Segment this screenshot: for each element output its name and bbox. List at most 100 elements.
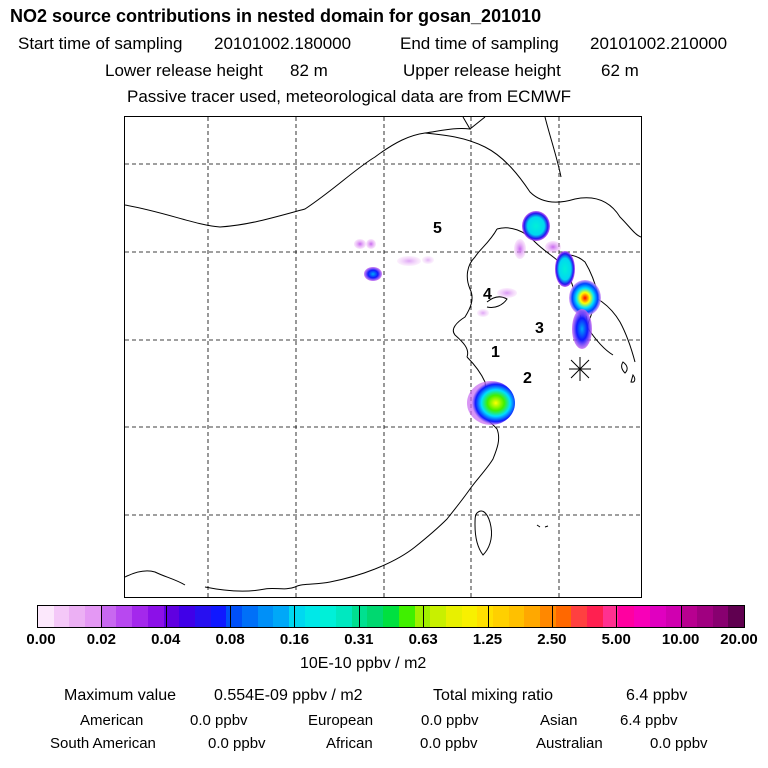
colorbar-swatch	[665, 606, 682, 627]
colorbar-swatch	[147, 606, 164, 627]
colorbar-swatch	[69, 606, 86, 627]
colorbar-swatch	[85, 606, 101, 627]
lat-lon-grid	[125, 117, 641, 597]
colorbar-swatch	[336, 606, 352, 627]
colorbar-swatch	[461, 606, 478, 627]
region-label-1: 1	[491, 344, 500, 361]
asian-label: Asian	[540, 712, 578, 729]
plot-title: NO2 source contributions in nested domai…	[10, 6, 542, 26]
coastlines	[125, 117, 641, 592]
concentration-plumes	[354, 211, 601, 425]
african-label: African	[326, 735, 373, 752]
colorbar-swatch	[116, 606, 133, 627]
asterisk-icon	[569, 357, 591, 381]
colorbar-swatch	[649, 606, 666, 627]
colorbar-swatch	[587, 606, 603, 627]
colorbar-swatch	[163, 606, 180, 627]
american-label: American	[80, 712, 144, 729]
colorbar-swatch	[226, 606, 242, 627]
colorbar-tick-label: 0.16	[279, 631, 310, 648]
colorbar-tick-label: 0.04	[151, 631, 181, 648]
colorbar-swatch	[383, 606, 399, 627]
start-time-value: 20101002.180000	[214, 34, 352, 53]
lower-release-label: Lower release height	[105, 61, 263, 80]
colorbar-swatch	[179, 606, 195, 627]
colorbar-tick-label: 0.63	[408, 631, 438, 648]
colorbar-swatch	[257, 606, 274, 627]
model-note: Passive tracer used, meteorological data…	[127, 87, 572, 106]
colorbar-swatch	[194, 606, 211, 627]
colorbar-divider	[358, 605, 360, 628]
colorbar-swatch	[320, 606, 337, 627]
colorbar	[37, 605, 745, 628]
total-mixing-label: Total mixing ratio	[433, 687, 554, 704]
colorbar-tick-label: 1.25	[472, 631, 503, 648]
colorbar-swatch	[540, 606, 556, 627]
colorbar-swatch	[100, 606, 117, 627]
colorbar-divider	[423, 605, 425, 628]
max-value: 0.554E-09 ppbv / m2	[214, 687, 363, 704]
colorbar-swatch	[414, 606, 431, 627]
colorbar-swatch	[430, 606, 446, 627]
european-value: 0.0 ppbv	[421, 712, 479, 729]
colorbar-swatch	[634, 606, 650, 627]
region-label-4: 4	[483, 286, 492, 303]
colorbar-swatch	[681, 606, 697, 627]
colorbar-tick-label: 20.00	[720, 631, 758, 648]
region-label-5: 5	[433, 220, 442, 237]
colorbar-swatch	[602, 606, 619, 627]
colorbar-swatch	[696, 606, 713, 627]
colorbar-tick-label: 2.50	[537, 631, 567, 648]
australian-label: Australian	[536, 735, 603, 752]
colorbar-swatch	[53, 606, 70, 627]
colorbar-swatch	[524, 606, 540, 627]
colorbar-swatch	[241, 606, 258, 627]
total-mixing-value: 6.4 ppbv	[626, 687, 688, 704]
colorbar-divider	[294, 605, 296, 628]
colorbar-tick-label: 10.00	[661, 631, 700, 648]
asian-value: 6.4 ppbv	[620, 712, 678, 729]
colorbar-divider	[680, 605, 682, 628]
upper-release-label: Upper release height	[403, 61, 561, 80]
map-panel: 1 2 3 4 5	[124, 116, 642, 598]
colorbar-swatch	[728, 606, 744, 627]
colorbar-divider	[616, 605, 618, 628]
colorbar-swatch	[304, 606, 321, 627]
colorbar-tick-label: 0.00	[26, 631, 56, 648]
end-time-value: 20101002.210000	[590, 34, 728, 53]
region-labels: 1 2 3 4 5	[433, 220, 544, 387]
african-value: 0.0 ppbv	[420, 735, 478, 752]
region-label-2: 2	[523, 370, 532, 387]
colorbar-swatch	[477, 606, 493, 627]
colorbar-tick-label: 0.02	[86, 631, 116, 648]
colorbar-units: 10E-10 ppbv / m2	[300, 655, 427, 672]
colorbar-swatch	[38, 606, 54, 627]
colorbar-swatch	[398, 606, 415, 627]
colorbar-divider	[551, 605, 553, 628]
european-label: European	[308, 712, 374, 729]
colorbar-divider	[165, 605, 167, 628]
colorbar-swatch	[508, 606, 525, 627]
map-canvas: 1 2 3 4 5	[125, 117, 641, 597]
south-american-label: South American	[50, 735, 156, 752]
colorbar-swatch	[273, 606, 289, 627]
colorbar-swatch	[492, 606, 509, 627]
colorbar-swatch	[618, 606, 635, 627]
colorbar-swatch	[555, 606, 572, 627]
colorbar-swatch	[445, 606, 462, 627]
colorbar-divider	[101, 605, 103, 628]
colorbar-swatch	[712, 606, 729, 627]
max-value-label: Maximum value	[64, 687, 177, 704]
region-label-3: 3	[535, 320, 544, 337]
colorbar-swatch	[367, 606, 384, 627]
end-time-label: End time of sampling	[400, 34, 559, 53]
lower-release-value: 82 m	[290, 61, 328, 80]
colorbar-divider	[487, 605, 489, 628]
colorbar-swatch	[289, 606, 305, 627]
colorbar-divider	[230, 605, 232, 628]
colorbar-tick-label: 0.31	[344, 631, 374, 648]
start-time-label: Start time of sampling	[18, 34, 183, 53]
upper-release-value: 62 m	[601, 61, 639, 80]
colorbar-swatch	[571, 606, 588, 627]
colorbar-tick-label: 0.08	[215, 631, 245, 648]
